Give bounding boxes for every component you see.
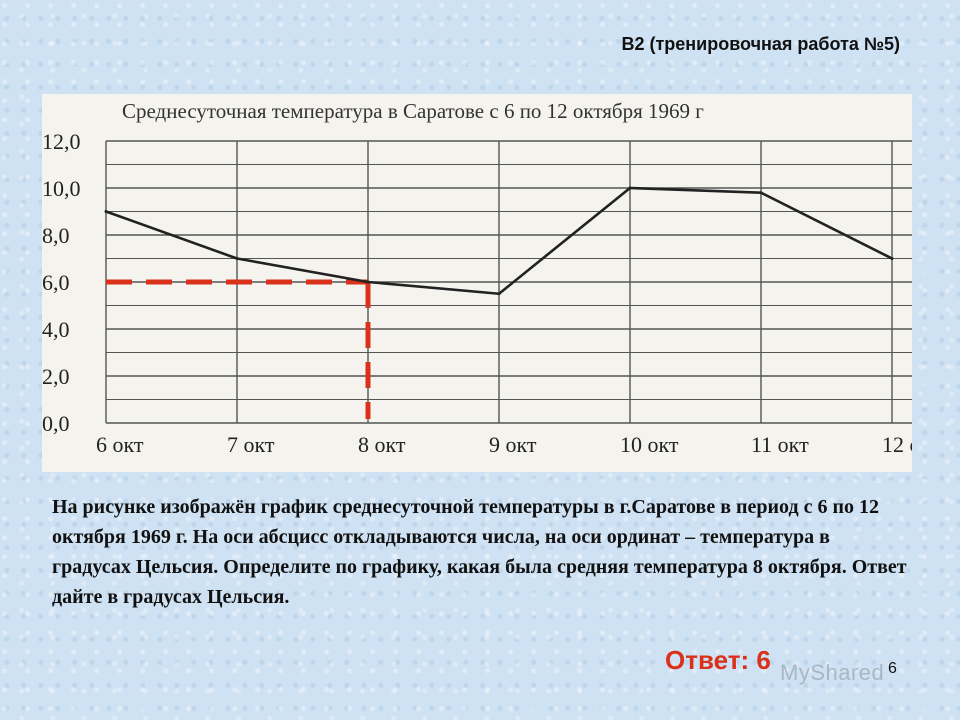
x-tick-label: 6 окт [96, 432, 144, 457]
line-layer [104, 186, 894, 296]
y-tick-label: 8,0 [42, 223, 70, 248]
chart: Среднесуточная температура в Саратове с … [42, 94, 912, 472]
x-tick-label: 7 окт [227, 432, 275, 457]
chart-title: Среднесуточная температура в Саратове с … [122, 99, 704, 123]
x-tick-label: 11 окт [751, 432, 809, 457]
page-number: 6 [888, 660, 897, 677]
y-tick-label: 10,0 [42, 176, 81, 201]
data-point [890, 257, 894, 260]
y-tick-label: 2,0 [42, 364, 70, 389]
y-tick-label: 6,0 [42, 270, 70, 295]
data-point [497, 292, 501, 296]
data-point [628, 186, 632, 190]
x-tick-label: 10 окт [620, 432, 679, 457]
chart-svg: Среднесуточная температура в Саратове с … [42, 99, 912, 457]
x-tick-label: 12 окт [882, 432, 912, 457]
y-tick-labels: 0,0 2,0 4,0 6,0 8,0 10,0 12,0 [42, 129, 81, 436]
data-point [235, 257, 239, 260]
y-tick-label: 12,0 [42, 129, 81, 154]
x-tick-label: 8 окт [358, 432, 406, 457]
x-tick-label: 9 окт [489, 432, 537, 457]
answer-text: Ответ: 6 [665, 645, 771, 675]
data-point [366, 280, 370, 284]
slide-title: B2 (тренировочная работа №5) [621, 34, 900, 54]
highlight-layer [106, 279, 371, 419]
problem-statement: На рисунке изображён график среднесуточн… [52, 496, 907, 608]
data-point [759, 191, 763, 195]
y-tick-label: 4,0 [42, 317, 70, 342]
data-point [104, 210, 108, 213]
y-tick-label: 0,0 [42, 411, 70, 436]
x-tick-labels: 6 окт 7 окт 8 окт 9 окт 10 окт 11 окт 12 окт [96, 432, 912, 457]
watermark: MyShared [780, 660, 885, 685]
